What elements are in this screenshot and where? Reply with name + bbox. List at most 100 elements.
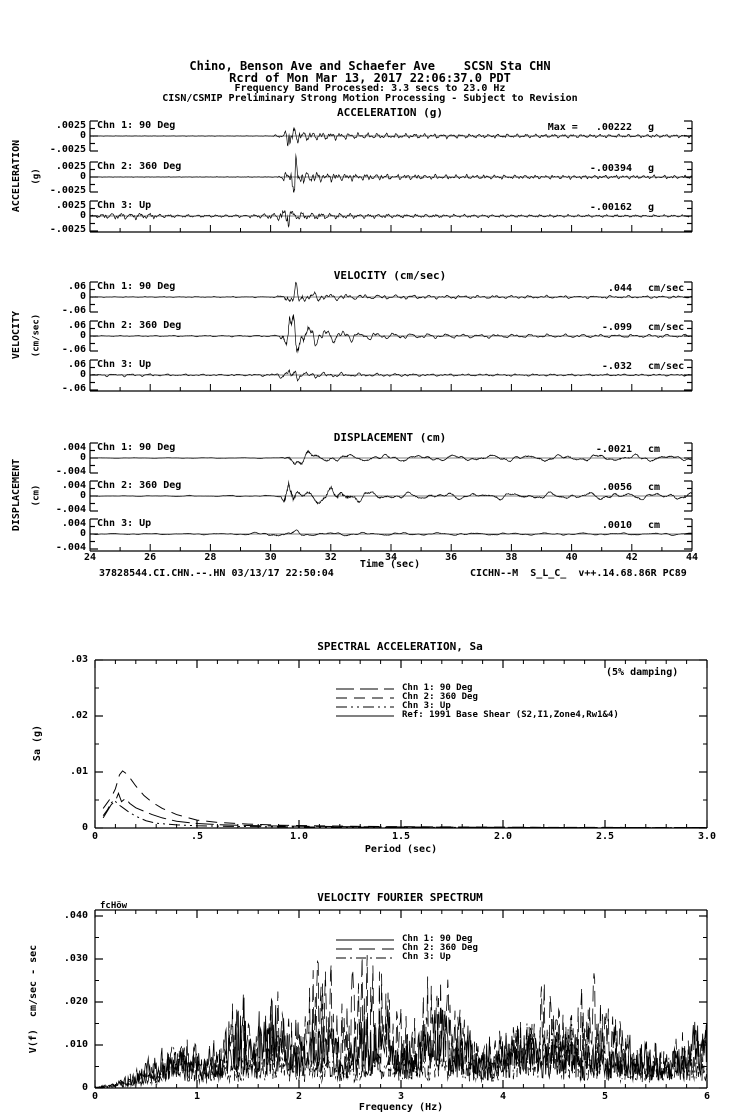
y-tick-label: .03 [69,654,88,665]
x-tick-label: 30 [264,552,277,563]
x-tick-label: 34 [384,552,398,563]
velocity-title: VELOCITY (cm/sec) [333,269,447,282]
x-tick-label: 4 [499,1091,507,1102]
legend-item-label: Ref: 1991 Base Shear (S2,I1,Zone4,Rw1&4) [402,710,619,720]
processing-version-footer: CICHN--M S_L_C_ v++.14.68.86R PC89 [470,568,687,579]
fourier-title: VELOCITY FOURIER SPECTRUM [317,891,483,904]
y-tick-label: 0 [79,210,86,221]
unit-label: g [648,163,655,174]
displacement-title: DISPLACEMENT (cm) [333,431,447,444]
time-axis-label: Time (sec) [359,559,421,570]
legend-item-label: Chn 2: 360 Deg [402,692,478,702]
x-tick-label: 26 [144,552,157,563]
channel-label: Chn 1: 90 Deg [97,442,176,453]
x-tick-label: 6 [703,1091,711,1102]
peak-value-label: -.00162 [589,202,632,213]
y-tick-label: .030 [63,953,88,964]
y-tick-label: 0 [79,171,86,182]
legend-item-label: Chn 2: 360 Deg [402,943,478,953]
fourier-x-axis-label: Frequency (Hz) [358,1102,444,1113]
x-tick-label: 1 [193,1091,201,1102]
peak-value-label: -.099 [601,322,632,333]
y-tick-label: 0 [79,452,86,463]
channel-label: Chn 3: Up [97,518,152,529]
unit-label: cm/sec [648,361,685,372]
x-tick-label: 0 [91,831,99,842]
y-tick-label: .020 [63,996,88,1007]
x-tick-label: 5 [601,1091,609,1102]
channel-label: Chn 2: 360 Deg [97,480,182,491]
peak-value-label: Max = .00222 [547,122,632,133]
y-tick-label: -.0025 [49,224,86,235]
processing-disclaimer: CISN/CSMIP Preliminary Strong Motion Pro… [162,93,578,104]
peak-value-label: .0056 [601,482,632,493]
x-tick-label: 44 [685,552,699,563]
y-tick-label: .004 [61,480,86,491]
y-tick-label: .0025 [55,200,86,211]
y-tick-label: -.06 [61,305,86,316]
x-tick-label: .5 [190,831,204,842]
frequency-band-note: Frequency Band Processed: 3.3 secs to 23… [234,83,506,94]
y-tick-label: 0 [79,291,86,302]
peak-value-label: -.0021 [595,444,632,455]
x-tick-label: 2 [295,1091,303,1102]
y-tick-label: -.004 [55,542,86,553]
station-title: Chino, Benson Ave and Schaefer Ave SCSN … [189,59,551,73]
channel-label: Chn 1: 90 Deg [97,281,176,292]
y-tick-label: -.004 [55,466,86,477]
unit-label: cm [648,444,661,455]
y-tick-label: 0 [79,330,86,341]
sa-y-axis-label: Sa (g) [32,724,43,762]
unit-label: cm [648,520,661,531]
x-tick-label: 40 [565,552,578,563]
channel-label: Chn 2: 360 Deg [97,161,182,172]
record-timestamp: Rcrd of Mon Mar 13, 2017 22:06:37.0 PDT [229,71,511,85]
unit-label: cm [648,482,661,493]
y-tick-label: .01 [69,766,88,777]
y-tick-label: .004 [61,518,86,529]
fourier-corner-note: fcHöw [100,901,128,911]
x-tick-label: 42 [625,552,638,563]
y-tick-label: .0025 [55,161,86,172]
x-tick-label: 0 [91,1091,99,1102]
x-tick-label: 38 [505,552,518,563]
y-tick-label: 0 [79,130,86,141]
peak-value-label: .044 [607,283,632,294]
y-tick-label: -.06 [61,344,86,355]
y-tick-label: 0 [81,1082,88,1093]
unit-label: cm/sec [648,322,685,333]
sa-title: SPECTRAL ACCELERATION, Sa [317,640,483,653]
y-tick-label: .010 [63,1039,88,1050]
legend-item-label: Chn 1: 90 Deg [402,683,473,693]
legend-item-label: Chn 1: 90 Deg [402,934,473,944]
legend-item-label: Chn 3: Up [402,701,451,711]
channel-label: Chn 1: 90 Deg [97,120,176,131]
sa-x-axis-label: Period (sec) [364,844,438,855]
unit-label: g [648,202,655,213]
channel-label: Chn 3: Up [97,200,152,211]
x-tick-label: 2.5 [595,831,615,842]
x-tick-label: 3 [397,1091,405,1102]
x-tick-label: 24 [83,552,97,563]
x-tick-label: 2.0 [493,831,513,842]
y-tick-label: .004 [61,442,86,453]
channel-label: Chn 3: Up [97,359,152,370]
peak-value-label: .0010 [601,520,632,531]
x-tick-label: 3.0 [697,831,717,842]
acceleration-title: ACCELERATION (g) [337,106,443,119]
y-tick-label: .06 [67,320,86,331]
y-tick-label: -.004 [55,504,86,515]
y-tick-label: .02 [69,710,88,721]
peak-value-label: -.00394 [589,163,632,174]
y-tick-label: 0 [81,822,88,833]
y-tick-label: .040 [63,910,88,921]
record-id-footer: 37828544.CI.CHN.--.HN 03/13/17 22:50:04 [99,568,334,579]
x-tick-label: 32 [324,552,337,563]
damping-note: (5% damping) [606,667,679,678]
y-tick-label: .06 [67,281,86,292]
y-tick-label: -.06 [61,383,86,394]
x-tick-label: 1.0 [289,831,309,842]
x-tick-label: 36 [445,552,458,563]
legend-item-label: Chn 3: Up [402,952,451,962]
